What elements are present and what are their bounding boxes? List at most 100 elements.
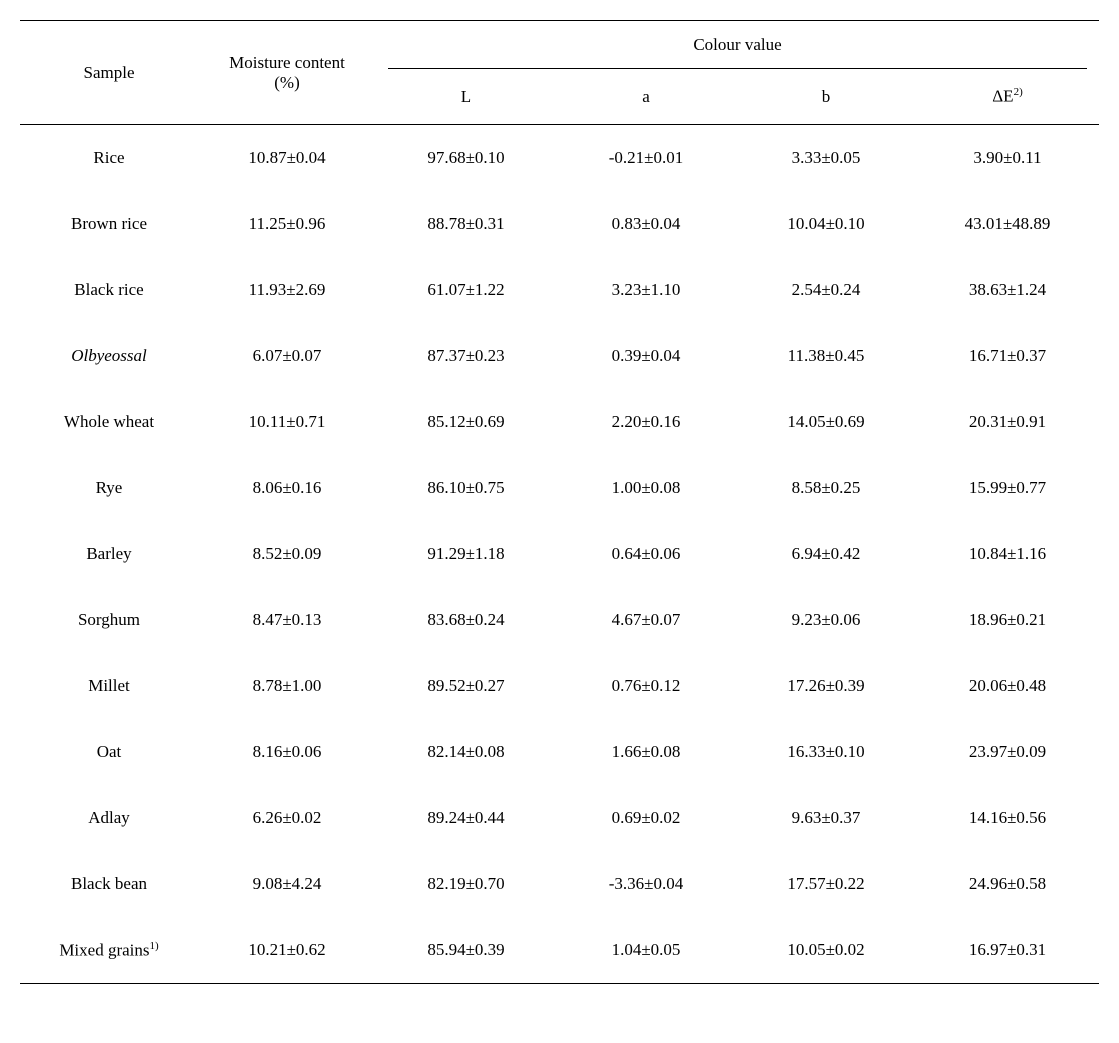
cell-moisture: 11.25±0.96 bbox=[198, 191, 376, 257]
sample-label: Brown rice bbox=[71, 214, 147, 233]
table-row: Olbyeossal 6.07±0.0787.37±0.230.39±0.0411… bbox=[20, 323, 1099, 389]
cell-b: 11.38±0.45 bbox=[736, 323, 916, 389]
cell-a: 0.39±0.04 bbox=[556, 323, 736, 389]
cell-a: 4.67±0.07 bbox=[556, 587, 736, 653]
table-row: Black bean9.08±4.2482.19±0.70-3.36±0.041… bbox=[20, 851, 1099, 917]
colour-header-underline bbox=[388, 68, 1087, 69]
cell-moisture: 8.47±0.13 bbox=[198, 587, 376, 653]
sample-label: Olbyeossal bbox=[71, 346, 147, 365]
sample-label: Barley bbox=[86, 544, 131, 563]
cell-L: 87.37±0.23 bbox=[376, 323, 556, 389]
table-row: Black rice11.93±2.6961.07±1.223.23±1.102… bbox=[20, 257, 1099, 323]
cell-moisture: 6.07±0.07 bbox=[198, 323, 376, 389]
cell-L: 61.07±1.22 bbox=[376, 257, 556, 323]
table-row: Adlay6.26±0.0289.24±0.440.69±0.029.63±0.… bbox=[20, 785, 1099, 851]
sample-label: Black bean bbox=[71, 874, 147, 893]
sample-label: Millet bbox=[88, 676, 130, 695]
table-row: Oat 8.16±0.0682.14±0.081.66±0.0816.33±0.1… bbox=[20, 719, 1099, 785]
cell-dE: 3.90±0.11 bbox=[916, 125, 1099, 192]
cell-b: 6.94±0.42 bbox=[736, 521, 916, 587]
sample-label: Adlay bbox=[88, 808, 130, 827]
cell-sample: Adlay bbox=[20, 785, 198, 851]
header-moisture: Moisture content (%) bbox=[198, 21, 376, 125]
cell-a: 0.64±0.06 bbox=[556, 521, 736, 587]
cell-dE: 38.63±1.24 bbox=[916, 257, 1099, 323]
cell-a: 3.23±1.10 bbox=[556, 257, 736, 323]
cell-moisture: 8.78±1.00 bbox=[198, 653, 376, 719]
cell-moisture: 10.21±0.62 bbox=[198, 917, 376, 984]
cell-dE: 18.96±0.21 bbox=[916, 587, 1099, 653]
header-a: a bbox=[556, 69, 736, 125]
cell-sample: Olbyeossal bbox=[20, 323, 198, 389]
cell-moisture: 6.26±0.02 bbox=[198, 785, 376, 851]
cell-dE: 20.31±0.91 bbox=[916, 389, 1099, 455]
header-moisture-unit: (%) bbox=[274, 73, 299, 92]
header-b: b bbox=[736, 69, 916, 125]
cell-dE: 20.06±0.48 bbox=[916, 653, 1099, 719]
cell-b: 8.58±0.25 bbox=[736, 455, 916, 521]
cell-moisture: 9.08±4.24 bbox=[198, 851, 376, 917]
header-dE: ΔE2) bbox=[916, 69, 1099, 125]
cell-moisture: 8.16±0.06 bbox=[198, 719, 376, 785]
sample-label: Black rice bbox=[74, 280, 143, 299]
sample-label: Oat bbox=[97, 742, 122, 761]
cell-moisture: 8.52±0.09 bbox=[198, 521, 376, 587]
cell-sample: Brown rice bbox=[20, 191, 198, 257]
cell-dE: 10.84±1.16 bbox=[916, 521, 1099, 587]
header-L: L bbox=[376, 69, 556, 125]
cell-a: 1.04±0.05 bbox=[556, 917, 736, 984]
cell-sample: Barley bbox=[20, 521, 198, 587]
table-row: Brown rice 11.25±0.9688.78±0.310.83±0.041… bbox=[20, 191, 1099, 257]
cell-dE: 15.99±0.77 bbox=[916, 455, 1099, 521]
header-row-1: Sample Moisture content (%) Colour value bbox=[20, 21, 1099, 70]
cell-L: 86.10±0.75 bbox=[376, 455, 556, 521]
cell-moisture: 10.87±0.04 bbox=[198, 125, 376, 192]
header-sample: Sample bbox=[20, 21, 198, 125]
cell-L: 97.68±0.10 bbox=[376, 125, 556, 192]
cell-b: 9.63±0.37 bbox=[736, 785, 916, 851]
cell-L: 85.12±0.69 bbox=[376, 389, 556, 455]
cell-a: -0.21±0.01 bbox=[556, 125, 736, 192]
cell-L: 88.78±0.31 bbox=[376, 191, 556, 257]
cell-dE: 43.01±48.89 bbox=[916, 191, 1099, 257]
cell-sample: Black bean bbox=[20, 851, 198, 917]
header-colour-value-label: Colour value bbox=[693, 35, 781, 54]
cell-a: 1.66±0.08 bbox=[556, 719, 736, 785]
sample-label: Rice bbox=[93, 148, 124, 167]
cell-dE: 16.71±0.37 bbox=[916, 323, 1099, 389]
cell-L: 89.24±0.44 bbox=[376, 785, 556, 851]
cell-a: -3.36±0.04 bbox=[556, 851, 736, 917]
table-row: Whole wheat 10.11±0.7185.12±0.692.20±0.16… bbox=[20, 389, 1099, 455]
header-a-label: a bbox=[642, 87, 650, 106]
header-L-label: L bbox=[461, 87, 471, 106]
cell-b: 3.33±0.05 bbox=[736, 125, 916, 192]
cell-a: 2.20±0.16 bbox=[556, 389, 736, 455]
header-b-label: b bbox=[822, 87, 831, 106]
cell-sample: Rye bbox=[20, 455, 198, 521]
cell-sample: Oat bbox=[20, 719, 198, 785]
cell-b: 10.04±0.10 bbox=[736, 191, 916, 257]
sample-sup: 1) bbox=[150, 940, 159, 952]
cell-moisture: 10.11±0.71 bbox=[198, 389, 376, 455]
table-body: Rice 10.87±0.0497.68±0.10-0.21±0.013.33±0… bbox=[20, 125, 1099, 984]
table-row: Barley8.52±0.0991.29±1.180.64±0.066.94±0… bbox=[20, 521, 1099, 587]
cell-b: 17.57±0.22 bbox=[736, 851, 916, 917]
sample-label: Whole wheat bbox=[64, 412, 154, 431]
cell-L: 89.52±0.27 bbox=[376, 653, 556, 719]
cell-L: 83.68±0.24 bbox=[376, 587, 556, 653]
cell-b: 14.05±0.69 bbox=[736, 389, 916, 455]
cell-sample: Millet bbox=[20, 653, 198, 719]
cell-moisture: 8.06±0.16 bbox=[198, 455, 376, 521]
table-row: Millet8.78±1.0089.52±0.270.76±0.1217.26±… bbox=[20, 653, 1099, 719]
cell-b: 2.54±0.24 bbox=[736, 257, 916, 323]
table-row: Rye8.06±0.1686.10±0.751.00±0.088.58±0.25… bbox=[20, 455, 1099, 521]
table-row: Mixed grains1)10.21±0.6285.94±0.391.04±0… bbox=[20, 917, 1099, 984]
cell-L: 82.14±0.08 bbox=[376, 719, 556, 785]
header-moisture-label: Moisture content bbox=[229, 53, 345, 72]
cell-sample: Whole wheat bbox=[20, 389, 198, 455]
cell-a: 0.83±0.04 bbox=[556, 191, 736, 257]
cell-dE: 16.97±0.31 bbox=[916, 917, 1099, 984]
cell-b: 9.23±0.06 bbox=[736, 587, 916, 653]
cell-dE: 14.16±0.56 bbox=[916, 785, 1099, 851]
cell-b: 16.33±0.10 bbox=[736, 719, 916, 785]
